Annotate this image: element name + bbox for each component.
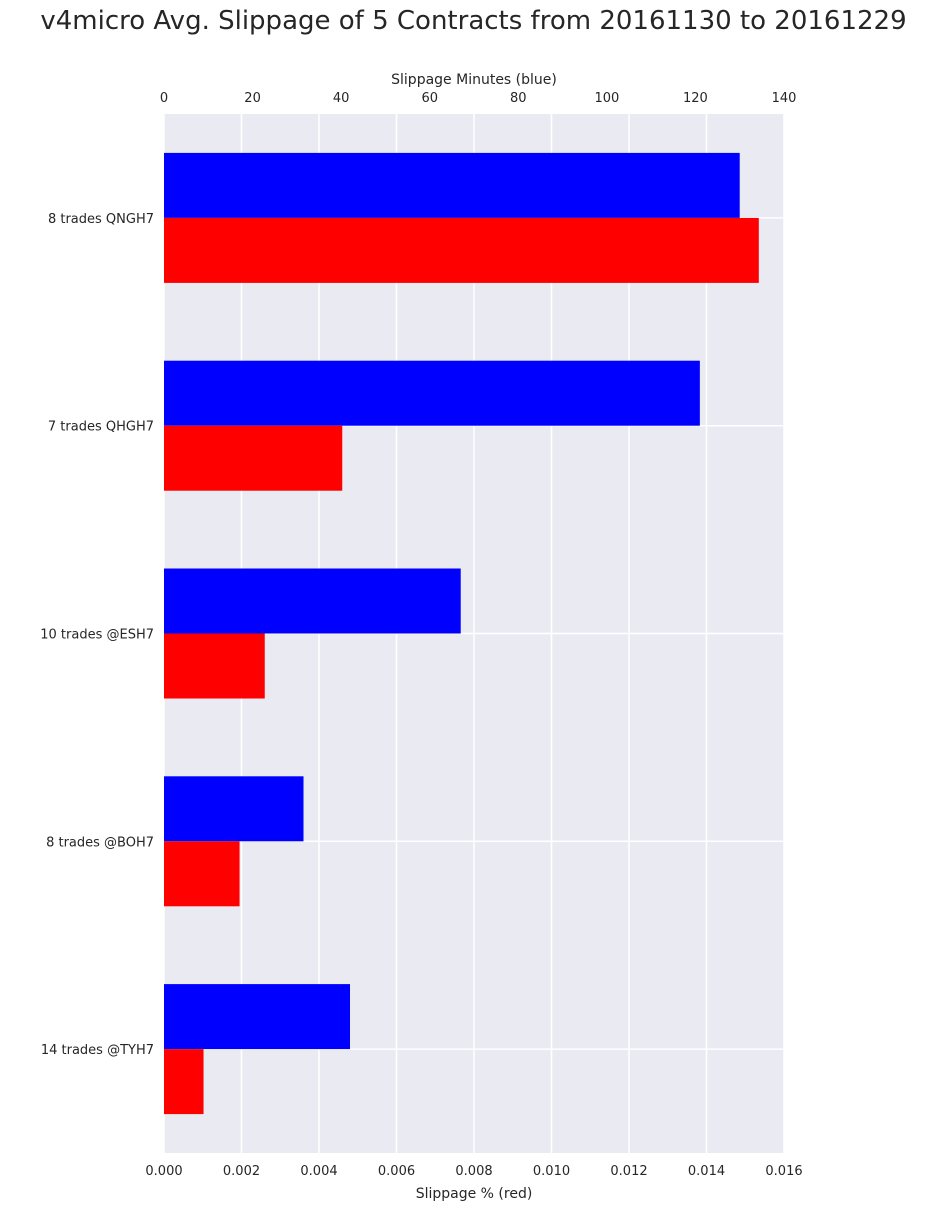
top-tick-label: 60 xyxy=(421,91,438,106)
bottom-tick-label: 0.000 xyxy=(145,1164,182,1179)
bottom-tick-label: 0.002 xyxy=(223,1164,260,1179)
top-tick-label: 0 xyxy=(160,91,168,106)
top-tick-label: 40 xyxy=(333,91,350,106)
top-tick-label: 100 xyxy=(594,91,619,106)
bottom-tick-label: 0.012 xyxy=(610,1164,647,1179)
top-tick-label: 80 xyxy=(510,91,527,106)
top-tick-label: 140 xyxy=(772,91,797,106)
category-label: 10 trades @ESH7 xyxy=(40,628,154,643)
chart-title: v4micro Avg. Slippage of 5 Contracts fro… xyxy=(40,6,907,36)
blue-bar-2 xyxy=(164,568,461,634)
red-bar-4 xyxy=(164,1049,204,1115)
blue-bar-0 xyxy=(164,152,740,218)
bars xyxy=(164,152,759,1115)
bottom-tick-label: 0.010 xyxy=(533,1164,570,1179)
blue-bar-3 xyxy=(164,776,304,842)
red-bar-0 xyxy=(164,217,759,283)
top-tick-label: 20 xyxy=(244,91,261,106)
red-bar-3 xyxy=(164,841,240,907)
blue-bar-1 xyxy=(164,360,700,426)
red-bar-2 xyxy=(164,633,265,699)
top-axis-label: Slippage Minutes (blue) xyxy=(391,72,557,88)
bottom-tick-label: 0.006 xyxy=(378,1164,415,1179)
category-label: 8 trades QNGH7 xyxy=(48,212,154,227)
tick-labels: 0 20 40 60 80 100 120 140 0.000 0.002 0.004 0.006 0.… xyxy=(40,91,802,1179)
bottom-tick-label: 0.014 xyxy=(688,1164,725,1179)
bottom-axis-label: Slippage % (red) xyxy=(416,1186,533,1202)
bottom-tick-label: 0.004 xyxy=(300,1164,337,1179)
top-tick-label: 120 xyxy=(683,91,708,106)
red-bar-1 xyxy=(164,425,343,491)
category-label: 7 trades QHGH7 xyxy=(48,420,154,435)
bottom-tick-label: 0.008 xyxy=(455,1164,492,1179)
blue-bar-4 xyxy=(164,984,350,1050)
bottom-tick-label: 0.016 xyxy=(765,1164,802,1179)
category-label: 14 trades @TYH7 xyxy=(41,1043,154,1058)
category-label: 8 trades @BOH7 xyxy=(46,835,154,850)
